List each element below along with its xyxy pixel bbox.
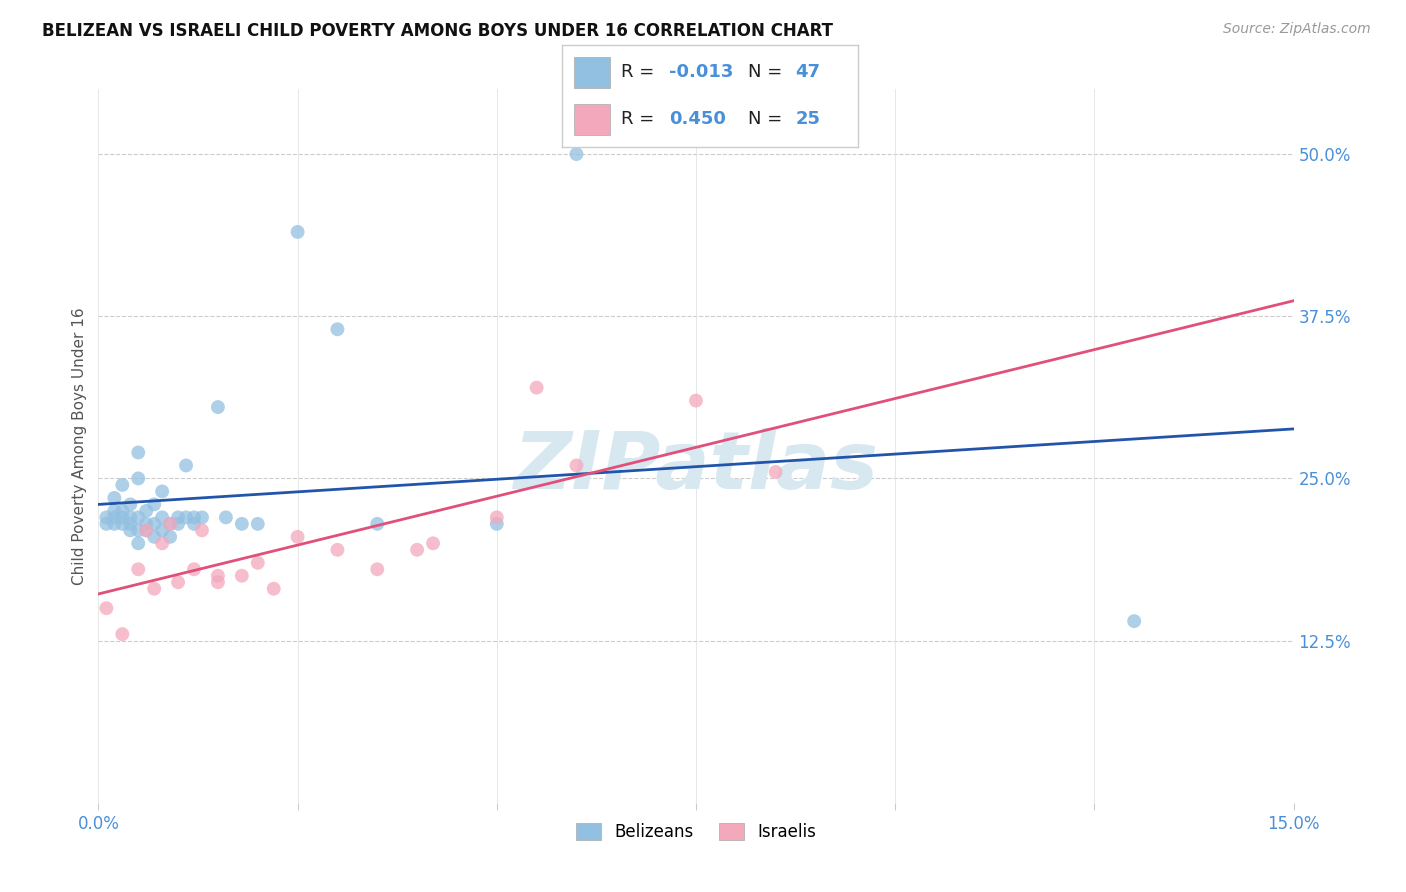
Text: ZIPatlas: ZIPatlas [513,428,879,507]
Point [406,542,429,557]
Point [167,575,190,590]
Text: -0.013: -0.013 [669,62,733,81]
Point [143,582,166,596]
Point [167,510,190,524]
Text: N =: N = [748,111,789,128]
Point [231,568,253,582]
Point [685,393,707,408]
FancyBboxPatch shape [574,104,610,135]
Text: 0.450: 0.450 [669,111,725,128]
Text: R =: R = [621,111,661,128]
Point [183,562,205,576]
Point [422,536,444,550]
Point [127,536,149,550]
Point [143,516,166,531]
Legend: Belizeans, Israelis: Belizeans, Israelis [569,816,823,848]
Point [207,575,229,590]
FancyBboxPatch shape [574,57,610,87]
Point [231,516,253,531]
Point [135,516,157,531]
Point [111,478,134,492]
Point [103,491,125,505]
Point [96,510,118,524]
Point [183,510,205,524]
Point [246,516,269,531]
Point [191,524,214,538]
Point [150,524,173,538]
Point [143,497,166,511]
Point [765,465,787,479]
Point [263,582,285,596]
Point [143,530,166,544]
Text: R =: R = [621,62,661,81]
Point [120,524,142,538]
Point [103,516,125,531]
Point [287,225,309,239]
Point [135,524,157,538]
Point [111,504,134,518]
Point [366,516,388,531]
Point [215,510,238,524]
Y-axis label: Child Poverty Among Boys Under 16: Child Poverty Among Boys Under 16 [72,307,87,585]
Point [135,504,157,518]
Point [287,530,309,544]
Point [326,322,349,336]
Point [207,400,229,414]
Text: Source: ZipAtlas.com: Source: ZipAtlas.com [1223,22,1371,37]
Point [127,510,149,524]
Point [127,445,149,459]
Point [1123,614,1146,628]
Point [96,516,118,531]
Point [159,516,181,531]
Point [120,497,142,511]
Point [127,562,149,576]
Point [96,601,118,615]
Text: 47: 47 [796,62,821,81]
Point [565,458,588,473]
Point [111,510,134,524]
Text: 25: 25 [796,111,821,128]
Point [183,516,205,531]
Point [150,510,173,524]
Point [103,510,125,524]
Point [159,516,181,531]
Point [246,556,269,570]
Point [366,562,388,576]
Point [135,524,157,538]
Point [326,542,349,557]
Point [120,516,142,531]
Point [174,510,197,524]
Point [174,458,197,473]
Point [150,484,173,499]
Point [565,147,588,161]
Point [207,568,229,582]
Point [111,516,134,531]
Point [150,536,173,550]
Point [111,627,134,641]
Point [485,510,508,524]
Point [485,516,508,531]
Point [167,516,190,531]
Point [127,471,149,485]
Point [127,524,149,538]
Text: N =: N = [748,62,789,81]
Point [159,530,181,544]
Point [120,510,142,524]
Point [526,381,548,395]
Point [191,510,214,524]
Point [103,504,125,518]
Text: BELIZEAN VS ISRAELI CHILD POVERTY AMONG BOYS UNDER 16 CORRELATION CHART: BELIZEAN VS ISRAELI CHILD POVERTY AMONG … [42,22,834,40]
